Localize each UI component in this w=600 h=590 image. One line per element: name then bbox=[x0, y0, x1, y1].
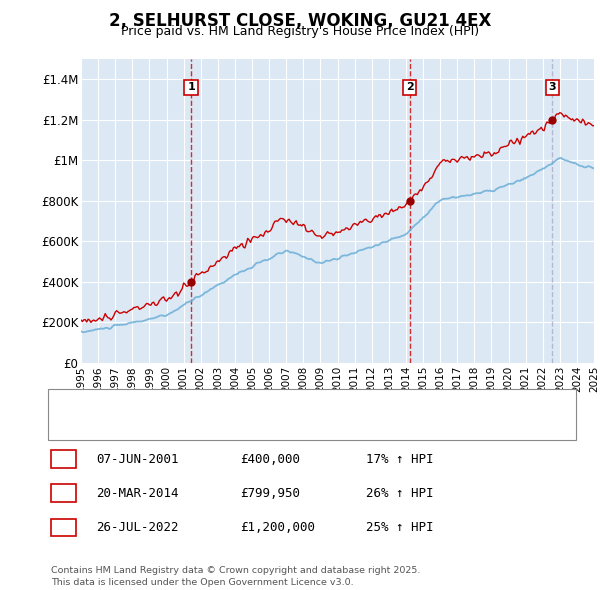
Text: 1: 1 bbox=[59, 453, 68, 466]
Text: Contains HM Land Registry data © Crown copyright and database right 2025.
This d: Contains HM Land Registry data © Crown c… bbox=[51, 566, 421, 587]
Text: Price paid vs. HM Land Registry's House Price Index (HPI): Price paid vs. HM Land Registry's House … bbox=[121, 25, 479, 38]
Text: 1: 1 bbox=[187, 83, 195, 93]
Text: 17% ↑ HPI: 17% ↑ HPI bbox=[366, 453, 433, 466]
Text: 25% ↑ HPI: 25% ↑ HPI bbox=[366, 521, 433, 534]
Text: £1,200,000: £1,200,000 bbox=[240, 521, 315, 534]
Text: £799,950: £799,950 bbox=[240, 487, 300, 500]
Text: 2, SELHURST CLOSE, WOKING, GU21 4EX (detached house): 2, SELHURST CLOSE, WOKING, GU21 4EX (det… bbox=[111, 398, 443, 408]
Text: £400,000: £400,000 bbox=[240, 453, 300, 466]
Text: 20-MAR-2014: 20-MAR-2014 bbox=[96, 487, 179, 500]
Text: 07-JUN-2001: 07-JUN-2001 bbox=[96, 453, 179, 466]
Text: 3: 3 bbox=[548, 83, 556, 93]
Text: 26-JUL-2022: 26-JUL-2022 bbox=[96, 521, 179, 534]
Text: 2: 2 bbox=[406, 83, 413, 93]
Text: 2: 2 bbox=[59, 487, 68, 500]
Text: 2, SELHURST CLOSE, WOKING, GU21 4EX: 2, SELHURST CLOSE, WOKING, GU21 4EX bbox=[109, 12, 491, 30]
Text: 3: 3 bbox=[59, 521, 68, 534]
Text: 26% ↑ HPI: 26% ↑ HPI bbox=[366, 487, 433, 500]
Text: HPI: Average price, detached house, Woking: HPI: Average price, detached house, Woki… bbox=[111, 421, 358, 431]
